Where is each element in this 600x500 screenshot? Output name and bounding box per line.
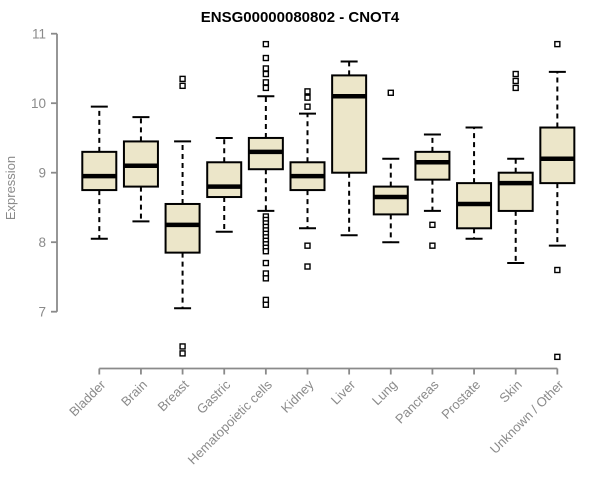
x-tick-label-lung: Lung — [369, 377, 400, 408]
outlier-point — [262, 301, 270, 308]
boxplot-prostate — [456, 126, 493, 240]
outlier-point — [262, 275, 270, 282]
outlier-point — [179, 82, 186, 90]
boxplot-hematopoietic-cells — [247, 40, 284, 308]
boxplot-unknown-other — [539, 40, 576, 361]
outlier-point — [304, 88, 311, 95]
outlier-point — [304, 242, 311, 249]
x-tick-label-breast: Breast — [155, 377, 192, 414]
boxplot-pancreas — [414, 133, 451, 249]
boxplot-brain — [122, 116, 159, 223]
boxplot-skin — [497, 70, 534, 265]
outlier-point — [179, 75, 186, 83]
x-tick-label-prostate: Prostate — [438, 377, 483, 422]
y-axis-title: Expression — [3, 156, 18, 220]
x-tick-label-gastric: Gastric — [194, 377, 234, 417]
y-axis: 7 8 9 10 11 — [31, 26, 58, 319]
outlier-point — [304, 263, 311, 270]
chart-title: ENSG00000080802 - CNOT4 — [201, 9, 400, 26]
outlier-point — [262, 65, 270, 72]
outlier-point — [512, 70, 519, 78]
x-tick-label-bladder: Bladder — [66, 377, 109, 420]
x-tick-label-liver: Liver — [328, 377, 359, 408]
outlier-point — [554, 266, 561, 274]
boxplot-breast — [164, 75, 201, 357]
iqr-box — [414, 150, 451, 181]
x-tick-label-brain: Brain — [118, 377, 150, 409]
boxplot-liver — [331, 60, 368, 237]
outlier-point — [304, 103, 311, 110]
outlier-point — [387, 89, 394, 96]
x-tick-label-unknown-other: Unknown / Other — [487, 377, 567, 457]
iqr-box — [539, 126, 576, 185]
outlier-point — [262, 54, 270, 62]
outlier-point — [304, 94, 311, 101]
iqr-box — [497, 171, 534, 212]
iqr-box — [372, 185, 409, 216]
outlier-point — [554, 353, 561, 361]
outlier-point — [179, 343, 186, 350]
outlier-point — [429, 242, 436, 249]
outlier-point — [179, 350, 186, 357]
boxplot-bladder — [81, 105, 118, 240]
outlier-point — [512, 84, 519, 92]
outlier-point — [429, 221, 436, 229]
boxplot-gastric — [206, 136, 243, 233]
x-tick-label-kidney: Kidney — [278, 377, 317, 416]
outlier-point — [262, 84, 270, 92]
outlier-point — [262, 70, 270, 78]
boxplot-lung — [372, 89, 409, 244]
outlier-point — [262, 79, 270, 86]
y-tick-label: 11 — [32, 26, 46, 41]
outlier-point — [262, 40, 270, 48]
y-tick-label: 10 — [31, 96, 46, 111]
y-tick-label: 7 — [38, 304, 46, 319]
iqr-box — [331, 74, 368, 174]
outlier-point — [554, 40, 561, 48]
y-tick-label: 9 — [38, 165, 46, 180]
iqr-box — [206, 161, 243, 199]
boxplot-kidney — [289, 88, 326, 270]
iqr-box — [164, 202, 201, 254]
outlier-point — [512, 77, 519, 85]
outlier-point — [262, 259, 270, 267]
iqr-box — [81, 150, 118, 192]
x-tick-label-skin: Skin — [496, 377, 524, 405]
outlier-point — [262, 248, 270, 255]
x-tick-label-pancreas: Pancreas — [392, 377, 442, 427]
y-tick-label: 8 — [38, 235, 46, 250]
